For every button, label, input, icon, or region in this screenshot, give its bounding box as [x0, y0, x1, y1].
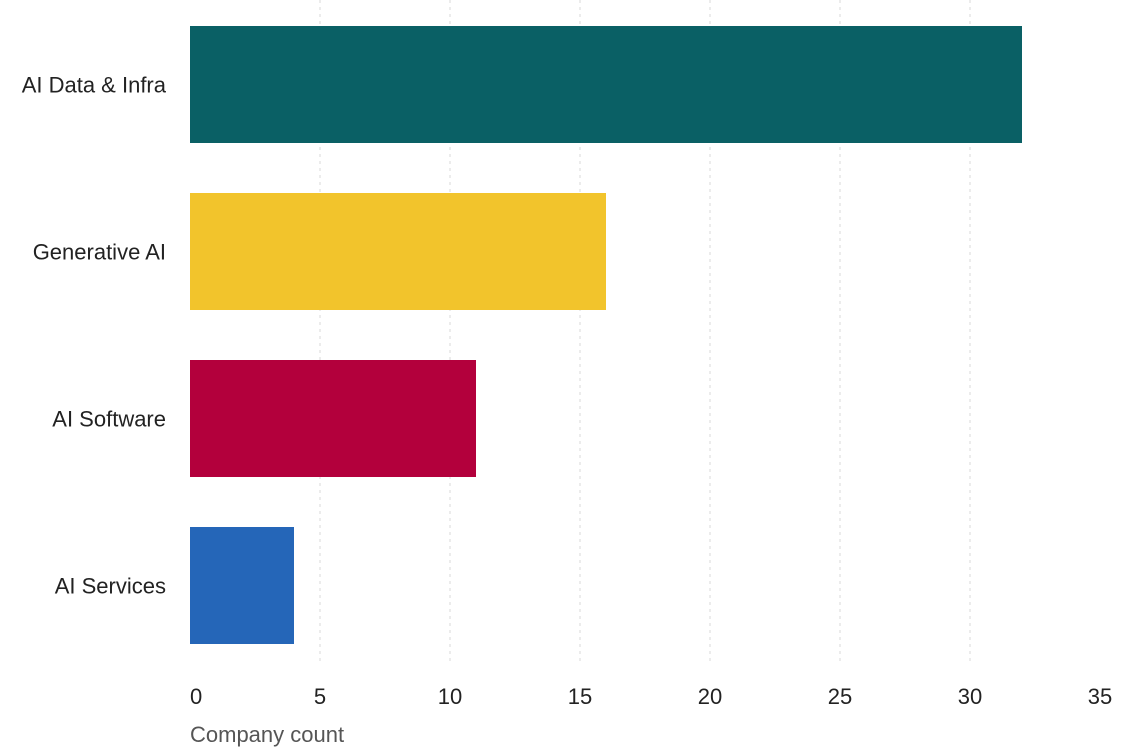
category-label: AI Software [52, 407, 166, 432]
category-label: Generative AI [33, 240, 166, 265]
category-label: AI Data & Infra [22, 73, 167, 98]
x-tick-label: 30 [958, 684, 982, 709]
bars [190, 26, 1022, 644]
bar-ai-data-infra [190, 26, 1022, 143]
category-label: AI Services [55, 574, 166, 599]
x-tick-label: 15 [568, 684, 592, 709]
x-tick-label: 20 [698, 684, 722, 709]
bar-ai-software [190, 360, 476, 477]
x-tick-labels: 0 5 10 15 20 25 30 35 [190, 684, 1112, 709]
bar-ai-services [190, 527, 294, 644]
x-tick-label: 5 [314, 684, 326, 709]
category-labels: AI Data & Infra Generative AI AI Software A… [22, 73, 167, 599]
x-tick-label: 35 [1088, 684, 1112, 709]
gridlines [319, 0, 971, 662]
x-tick-label: 25 [828, 684, 852, 709]
x-tick-label: 10 [438, 684, 462, 709]
x-axis-title: Company count [190, 722, 344, 747]
bar-generative-ai [190, 193, 606, 310]
x-tick-label: 0 [190, 684, 202, 709]
